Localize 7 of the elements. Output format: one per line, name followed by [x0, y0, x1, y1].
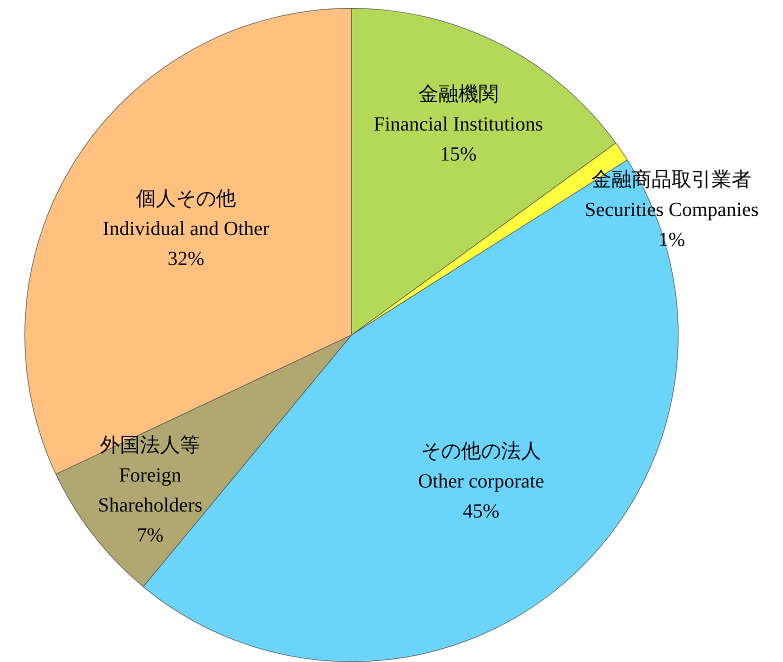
slice-label: 金融機関 Financial Institutions	[374, 84, 544, 136]
slice-label: 個人その他 Individual and Other	[102, 188, 270, 240]
data-label: 15%	[440, 144, 477, 166]
data-label: 7%	[136, 524, 164, 546]
slice-label: その他の法人 Other corporate	[418, 440, 544, 492]
data-label: 32%	[168, 248, 204, 270]
data-label: 45%	[462, 500, 500, 522]
